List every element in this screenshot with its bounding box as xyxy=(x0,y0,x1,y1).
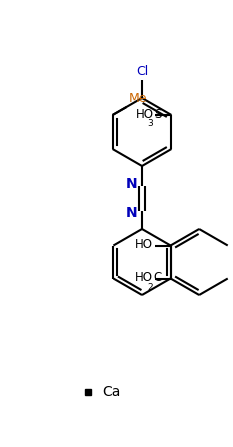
Text: Cl: Cl xyxy=(136,65,148,78)
Text: 3: 3 xyxy=(148,119,154,128)
Text: N: N xyxy=(125,206,137,220)
Text: N: N xyxy=(125,177,137,191)
Text: 2: 2 xyxy=(147,283,153,292)
Text: HO: HO xyxy=(135,238,153,251)
Text: Me: Me xyxy=(129,92,147,105)
Text: S: S xyxy=(154,107,162,121)
Text: Ca: Ca xyxy=(102,385,120,399)
Text: HO: HO xyxy=(135,271,153,284)
Text: C: C xyxy=(154,271,162,284)
Text: HO: HO xyxy=(135,107,154,121)
